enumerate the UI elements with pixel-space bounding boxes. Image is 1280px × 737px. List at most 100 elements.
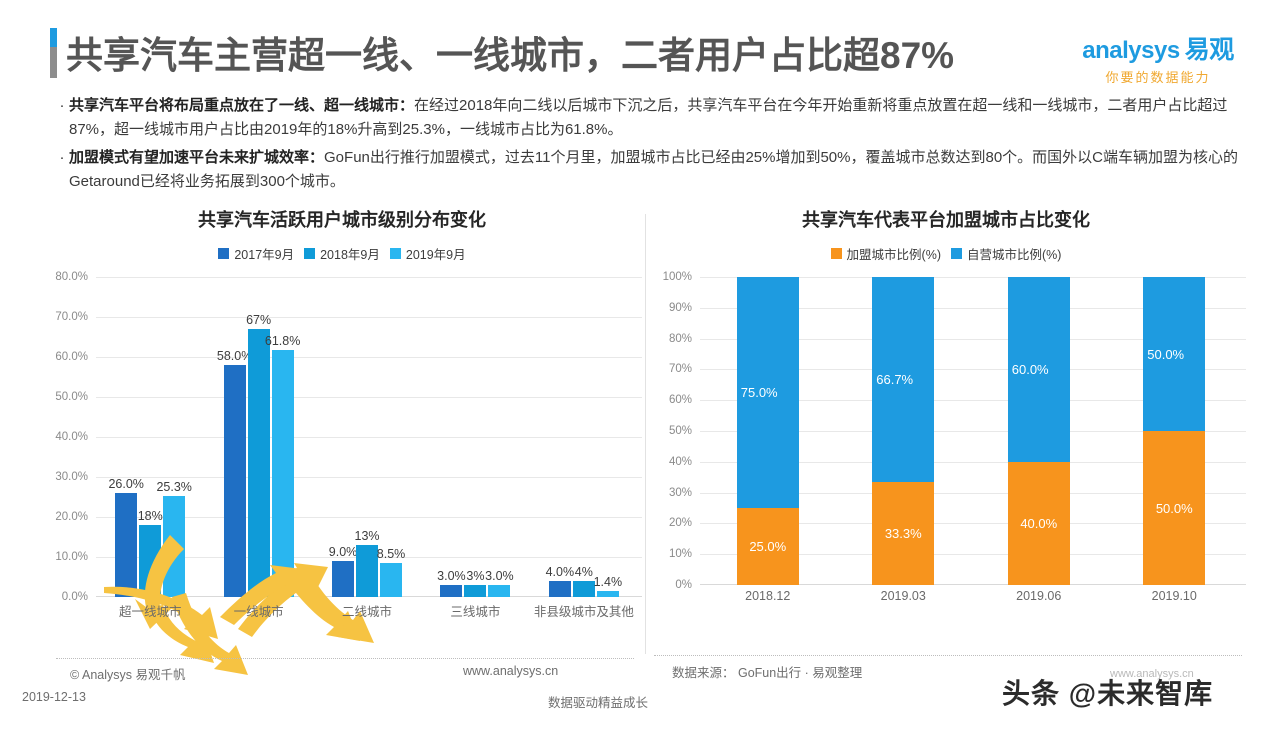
y-axis-tick: 60%	[668, 394, 692, 407]
footer-tagline: 数据驱动精益成长	[548, 696, 649, 710]
legend-item[interactable]: 2018年9月	[304, 244, 380, 263]
footer-rule-left	[56, 658, 634, 659]
x-axis-tick: 一线城市	[233, 605, 284, 619]
title-accent-bar	[50, 28, 57, 78]
bar[interactable]: 1.4%	[594, 575, 622, 597]
website-left: www.analysys.cn	[463, 664, 559, 678]
legend-item[interactable]: 加盟城市比例(%)	[830, 244, 941, 263]
bar[interactable]: 3.0%	[485, 569, 514, 597]
bar-segment[interactable]: 33.3%	[872, 482, 935, 585]
x-axis-labels-right: 2018.12 2019.03 2019.06 2019.10	[700, 589, 1242, 603]
copyright-text: © Analysys 易观千帆	[70, 668, 186, 682]
chart-title-left: 共享汽车活跃用户城市级别分布变化	[198, 210, 486, 230]
bar[interactable]: 61.8%	[265, 334, 300, 597]
bullet-body-text: GoFun出行推行加盟模式，过去11个月里，加盟城市占比已经由25%增加到50%…	[69, 149, 1239, 190]
gridline	[96, 517, 642, 518]
y-axis-tick: 50.0%	[55, 391, 88, 403]
gridline	[96, 397, 642, 398]
legend-swatch-icon	[218, 248, 230, 259]
bar[interactable]: 18%	[138, 509, 163, 597]
bullet-text: 加盟模式有望加速平台未来扩城效率：GoFun出行推行加盟模式，过去11个月里，加…	[69, 146, 1245, 194]
bar[interactable]: 13%	[355, 529, 380, 597]
bar-value-label: 33.3%	[884, 526, 922, 542]
bar[interactable]: 3.0%	[437, 569, 466, 597]
legend-item[interactable]: 2019年9月	[389, 244, 466, 263]
y-axis-tick: 10.0%	[55, 551, 88, 563]
gridline	[96, 477, 642, 478]
legend-label: 2019年9月	[405, 248, 466, 262]
y-axis-tick: 10%	[668, 548, 692, 561]
chart-panel-left: 共享汽车活跃用户城市级别分布变化 2017年9月 2018年9月 2019年9月 8…	[42, 206, 642, 675]
bar-segment[interactable]: 40.0%	[1007, 461, 1070, 585]
y-axis-tick: 100%	[662, 271, 692, 283]
bar[interactable]: 8.5%	[377, 547, 405, 597]
y-axis-tick: 40%	[668, 455, 692, 468]
plot-area-left: 80.0% 70.0% 60.0% 50.0% 40.0% 30.0% 20.0% 10.0%…	[42, 271, 642, 675]
y-axis-tick: 30.0%	[55, 471, 88, 483]
chart-panel-right: 共享汽车代表平台加盟城市占比变化 加盟城市比例(%) 自营城市比例(%) 100%…	[646, 206, 1246, 666]
bar-value-label: 3.0%	[485, 569, 514, 583]
bar-group: 58.0% 67% 61.8%	[204, 277, 312, 597]
bar-group-inner: 3.0% 3% 3.0%	[437, 277, 514, 597]
bullet-body-text: 在经过2018年向二线以后城市下沉之后，共享汽车平台在今年开始重新将重点放置在超…	[69, 97, 1228, 138]
bar-value-label: 3.0%	[437, 569, 466, 583]
y-axis-tick: 20.0%	[55, 511, 88, 523]
bar-value-label: 26.0%	[108, 477, 144, 491]
bar-group-inner: 58.0% 67% 61.8%	[217, 277, 300, 597]
bar-value-label: 61.8%	[264, 333, 301, 348]
bar-value-label: 3%	[466, 569, 485, 583]
legend-item[interactable]: 2017年9月	[218, 244, 294, 263]
bar[interactable]: 26.0%	[108, 477, 144, 597]
y-axis-labels-left: 80.0% 70.0% 60.0% 50.0% 40.0% 30.0% 20.0% 10.0%…	[42, 271, 94, 603]
bar-value-label: 18%	[137, 509, 163, 523]
x-axis-tick: 2018.12	[745, 589, 791, 603]
x-axis-tick: 2019.10	[1151, 589, 1197, 603]
logo-wordmark: analysys 易观	[1058, 30, 1258, 66]
gridline	[700, 431, 1246, 432]
y-axis-tick: 50%	[668, 425, 692, 437]
chart-title-right: 共享汽车代表平台加盟城市占比变化	[802, 210, 1090, 230]
watermark-text: 头条 @未来智库	[1002, 678, 1214, 709]
bullet-marker-icon: ·	[59, 97, 65, 114]
bar[interactable]: 67%	[246, 313, 271, 597]
x-axis-tick: 二线城市	[342, 605, 393, 619]
chart-legend-left: 2017年9月 2018年9月 2019年9月	[42, 244, 642, 263]
bar[interactable]: 4.0%	[546, 565, 574, 597]
y-axis-tick: 70.0%	[55, 311, 88, 323]
panel-divider	[645, 214, 646, 654]
legend-item[interactable]: 自营城市比例(%)	[951, 244, 1061, 263]
y-axis-tick: 70%	[668, 363, 692, 376]
bar[interactable]: 9.0%	[329, 545, 357, 597]
bar-group: 66.7% 33.3%	[836, 277, 972, 585]
bar-segment[interactable]: 60.0%	[1007, 277, 1070, 462]
bar[interactable]: 4%	[572, 565, 595, 597]
x-axis-tick: 三线城市	[450, 605, 501, 619]
gridline	[700, 492, 1246, 494]
legend-swatch-icon	[830, 248, 842, 259]
summary-bullets: · 共享汽车平台将布局重点放在了一线、超一线城市：在经过2018年向二线以后城市…	[55, 94, 1245, 198]
footer-rule-right	[654, 655, 1242, 656]
bullet-text: 共享汽车平台将布局重点放在了一线、超一线城市：在经过2018年向二线以后城市下沉…	[69, 94, 1245, 142]
gridline	[700, 369, 1246, 371]
x-axis-labels-left: 超一线城市 一线城市 二线城市 三线城市 非县级城市及其他	[96, 601, 638, 620]
bar-segment[interactable]: 50.0%	[1143, 277, 1206, 431]
bullet-item: · 共享汽车平台将布局重点放在了一线、超一线城市：在经过2018年向二线以后城市…	[55, 94, 1245, 142]
y-axis-tick: 80.0%	[55, 271, 88, 283]
bullet-marker-icon: ·	[59, 149, 65, 166]
y-axis-tick: 90%	[668, 301, 692, 314]
bar-value-label: 13%	[354, 529, 380, 543]
bar-segment[interactable]: 25.0%	[736, 508, 799, 585]
legend-label: 2018年9月	[320, 248, 380, 262]
bar-segment[interactable]: 75.0%	[736, 277, 799, 508]
bar[interactable]: 58.0%	[217, 349, 252, 597]
bar[interactable]: 3%	[464, 569, 487, 597]
y-axis-tick: 0%	[675, 579, 692, 591]
bar[interactable]: 25.3%	[156, 480, 192, 597]
bar-segment[interactable]: 66.7%	[872, 277, 935, 483]
gridline	[96, 437, 642, 438]
gridline	[96, 277, 642, 278]
x-axis-tick: 超一线城市	[118, 605, 182, 619]
gridlines-right	[700, 277, 1246, 585]
bar-segment[interactable]: 50.0%	[1143, 431, 1206, 585]
bullet-lead: 共享汽车平台将布局重点放在了一线、超一线城市：	[69, 97, 415, 114]
